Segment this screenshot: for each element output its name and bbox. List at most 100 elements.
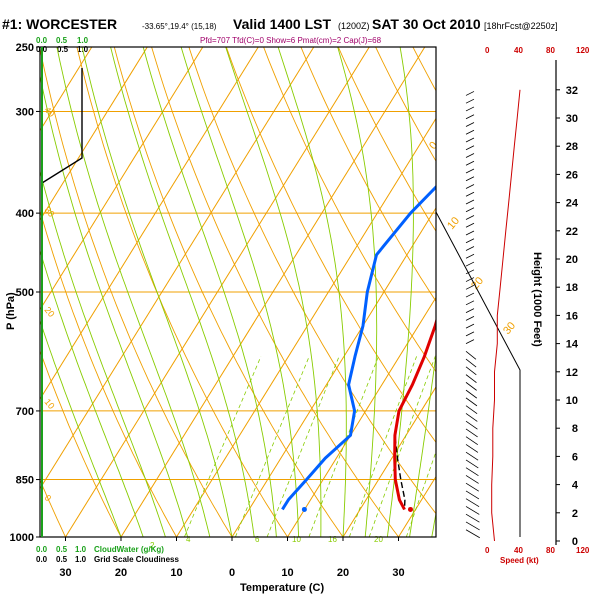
height-tick-label: 26: [566, 169, 578, 181]
moist-adiabat: [40, 319, 122, 537]
isotherm: [40, 47, 315, 490]
speed-top-tick-0: 0: [485, 46, 490, 55]
dry-adiabat: [76, 47, 288, 537]
pressure-tick-label: 400: [16, 208, 34, 220]
pressure-axis: 250 300 400 500 700 850 1000: [10, 42, 40, 544]
utc-time: (1200Z): [338, 21, 370, 31]
pressure-tick-label: 500: [16, 287, 34, 299]
mixing-ratio-line: [184, 356, 262, 537]
wind-barb: [465, 199, 475, 205]
height-tick-label: 0: [572, 536, 578, 548]
isotherm: [65, 47, 370, 537]
dry-adiabat: [151, 47, 399, 537]
moist-adiabat: [142, 47, 277, 537]
wind-barb: [465, 467, 479, 477]
isotherm-label: 10: [42, 397, 56, 411]
mixing-ratio-label: 10: [292, 535, 301, 544]
wind-barb: [465, 222, 475, 228]
wind-barb: [465, 253, 475, 259]
cloudiness-label: Grid Scale Cloudiness: [94, 555, 179, 564]
isotherm: [40, 47, 204, 311]
panel-connector: [435, 211, 521, 537]
cloudwater-top-tick-2: 1.0: [77, 36, 89, 45]
wind-barb: [465, 122, 475, 127]
wind-barb: [465, 405, 478, 414]
wind-barb: [465, 137, 475, 143]
wind-barb: [465, 230, 475, 236]
wind-barb: [465, 389, 478, 399]
wind-barb: [465, 184, 475, 189]
wind-barb: [465, 246, 475, 251]
station-title: #1: WORCESTER: [2, 16, 117, 32]
dry-adiabat: [337, 47, 436, 233]
temp-tick-label: 20: [115, 567, 127, 579]
cloudwater-top-tick-0: 0.0: [36, 36, 48, 45]
wind-barb: [465, 490, 480, 500]
dry-adiabat: [113, 47, 344, 537]
moist-adiabat: [40, 248, 144, 537]
dry-adiabat: [40, 478, 66, 537]
thermo-background: [40, 47, 436, 537]
wind-barb: [465, 459, 479, 469]
forecast-label: [18hrFcst@2250z]: [484, 21, 558, 31]
isotherm: [176, 117, 436, 537]
dry-adiabat: [300, 47, 436, 303]
isotherm: [120, 47, 426, 537]
wind-barb: [465, 521, 480, 531]
wind-barb: [465, 374, 477, 383]
wind-barb: [465, 482, 479, 492]
wind-barb: [465, 153, 475, 158]
height-tick-label: 20: [566, 254, 578, 266]
cloudiness-bottom-tick-2: 1.0: [75, 555, 87, 564]
temp-tick-label: 30: [392, 567, 404, 579]
indices-subtitle: Pfd=707 Tfd(C)=0 Show=6 Pmat(cm)=2 Cap(J…: [200, 36, 382, 45]
wind-barb: [465, 397, 478, 407]
isotherm: [287, 296, 436, 537]
valid-time: Valid 1400 LST: [233, 16, 331, 32]
valid-date: SAT 30 Oct 2010: [372, 16, 481, 32]
wind-barb: [465, 284, 475, 290]
speed-top-tick-1: 40: [514, 46, 523, 55]
sounding-lines: [41, 68, 436, 512]
station-coords: -33.65°,19.4° (15,18): [142, 22, 217, 31]
moist-adiabat: [81, 47, 233, 537]
pressure-tick-label: 1000: [10, 532, 34, 544]
cloudwater-bottom-tick-2: 1.0: [75, 545, 87, 554]
temp-tick-label: 0: [229, 567, 235, 579]
speed-top-tick-3: 120: [576, 46, 590, 55]
isotherm-label: 20: [42, 305, 56, 319]
speed-bottom-tick-1: 40: [514, 546, 523, 555]
mixing-ratio-label: 16: [328, 535, 337, 544]
moist-adiabat: [56, 47, 211, 537]
cloudiness-bottom-tick-0: 0.0: [36, 555, 48, 564]
isotherm-label: 0: [42, 493, 53, 503]
wind-barb: [465, 382, 477, 391]
height-tick-label: 22: [566, 226, 578, 238]
mixing-ratio-line: [348, 356, 417, 537]
temp-tick-label: 10: [170, 567, 182, 579]
wind-panel: [435, 60, 557, 545]
wind-barb: [465, 160, 475, 166]
cloudwater-bottom-tick-1: 0.5: [56, 545, 68, 554]
wind-barb: [465, 436, 479, 445]
dry-adiabat: [188, 47, 436, 515]
wind-barb: [465, 91, 475, 96]
temp-tick-label: 10: [281, 567, 293, 579]
mixing-ratio-line: [308, 356, 379, 537]
temp-tick-label: 20: [337, 567, 349, 579]
moist-adiabat: [337, 47, 378, 537]
wind-barb: [465, 129, 475, 135]
wind-barb: [465, 451, 479, 461]
pressure-tick-label: 700: [16, 406, 34, 418]
wind-barb: [465, 269, 475, 275]
wind-barb: [465, 529, 480, 539]
moist-adiabat: [40, 73, 189, 537]
pressure-tick-label: 300: [16, 106, 34, 118]
wind-barb: [465, 513, 480, 523]
wind-barb: [465, 261, 475, 267]
wind-barb: [465, 413, 478, 422]
wind-barb: [465, 106, 475, 112]
wind-barb: [465, 420, 478, 430]
